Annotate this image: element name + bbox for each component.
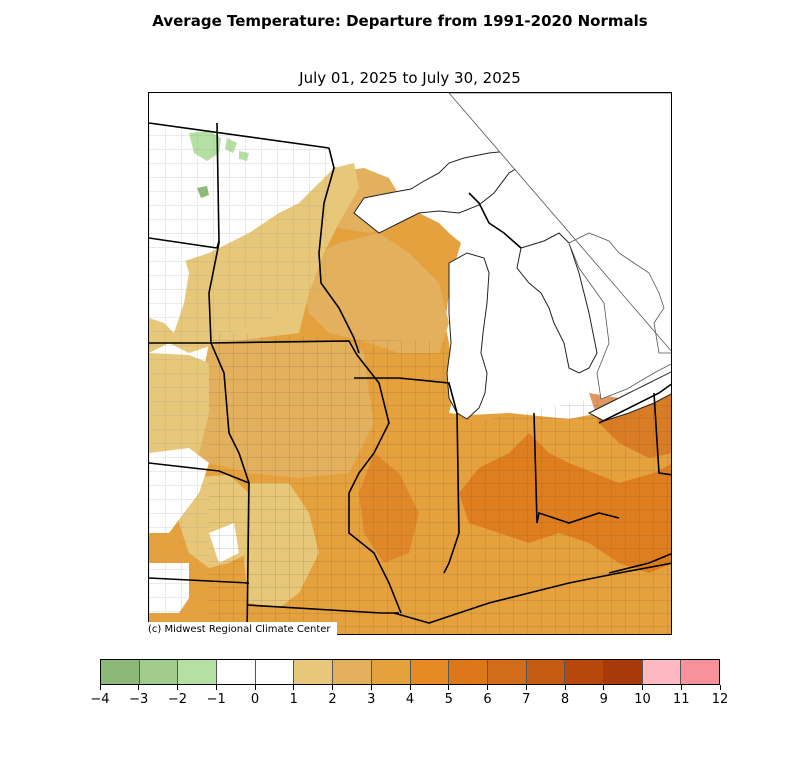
lake-erie [587, 371, 671, 422]
colorbar-tick-label: 9 [599, 692, 608, 707]
colorbar-bin [216, 660, 255, 684]
colorbar-bin [370, 660, 410, 684]
colorbar-tick [370, 685, 372, 690]
colorbar-tick-label: −2 [167, 692, 188, 707]
map-svg [149, 93, 671, 634]
colorbar-bin [177, 660, 217, 684]
colorbar-tick-label: 1 [289, 692, 298, 707]
colorbar-bin [332, 660, 371, 684]
colorbar-tick [215, 685, 217, 690]
anomaly-region-mid-2 [299, 233, 449, 353]
colorbar-bin [564, 660, 603, 684]
colorbar-tick-label: 7 [522, 692, 531, 707]
colorbar-tick [177, 685, 178, 690]
colorbar-tick-label: 10 [634, 692, 651, 707]
colorbar-tick [680, 685, 682, 690]
colorbar-bin [409, 660, 449, 684]
colorbar-tick [525, 685, 527, 690]
colorbar-bin [254, 660, 294, 684]
colorbar-tick-label: 2 [328, 692, 337, 707]
colorbar-tick-label: −3 [129, 692, 149, 707]
colorbar-tick-label: 0 [250, 692, 260, 707]
colorbar [100, 659, 720, 685]
colorbar-tick [138, 685, 140, 690]
credit-label: (c) Midwest Regional Climate Center [145, 622, 337, 637]
colorbar-tick [642, 685, 643, 690]
colorbar-ticks: −4 −3 −2 −1 0 1 2 3 4 5 6 7 8 9 10 11 12 [90, 685, 728, 715]
state-borders [149, 122, 671, 634]
lake-huron [516, 232, 598, 374]
colorbar-bin [602, 660, 642, 684]
colorbar-tick [719, 685, 721, 690]
colorbar-tick [332, 685, 333, 690]
colorbar-bin [293, 660, 333, 684]
lake-michigan [446, 252, 490, 420]
colorbar-bin [525, 660, 565, 684]
colorbar-bin [101, 660, 139, 684]
colorbar-tick-label: 4 [405, 692, 415, 707]
colorbar-bin [138, 660, 178, 684]
colorbar-tick-label: 11 [672, 692, 690, 707]
colorbar-tick-label: 6 [483, 692, 492, 707]
colorbar-tick-label: 5 [444, 692, 453, 707]
colorbar-bin [641, 660, 681, 684]
colorbar-tick [487, 685, 488, 690]
colorbar-bin [486, 660, 526, 684]
colorbar-bin [680, 660, 719, 684]
colorbar-tick-label: −4 [90, 692, 110, 707]
colorbar-tick [99, 685, 101, 690]
colorbar-tick [254, 685, 256, 690]
colorbar-tick-label: 3 [367, 692, 376, 707]
colorbar-tick-label: 8 [560, 692, 570, 707]
colorbar-tick [409, 685, 411, 690]
colorbar-tick-label: −1 [206, 692, 226, 707]
canada-ontario [448, 93, 671, 400]
county-lines-west [149, 123, 329, 634]
colorbar-tick-label: 12 [711, 692, 729, 707]
colorbar-tick [448, 685, 450, 690]
colorbar-tick [564, 685, 566, 690]
colorbar-bin [448, 660, 487, 684]
county-lines-east [209, 333, 671, 634]
temperature-departure-map [148, 92, 672, 635]
chart-title: Average Temperature: Departure from 1991… [152, 12, 648, 30]
colorbar-tick [293, 685, 295, 690]
colorbar-tick [603, 685, 605, 690]
chart-subtitle: July 01, 2025 to July 30, 2025 [299, 69, 521, 87]
